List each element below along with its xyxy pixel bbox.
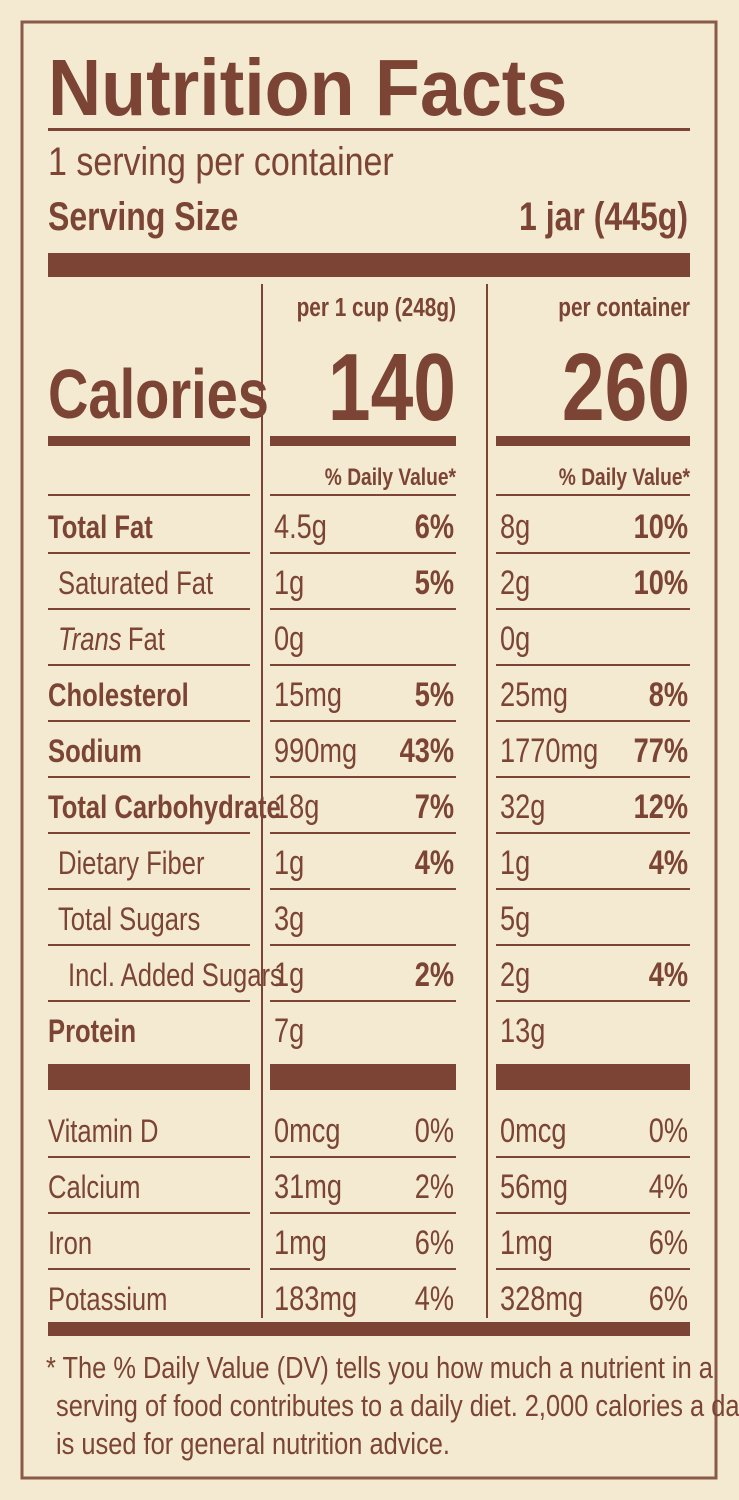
amount: 1g [274,843,304,882]
medium-rule [496,436,690,446]
medium-rule [48,436,250,446]
nutrient-name: Total Fat [48,510,153,545]
amount: 8g [500,507,530,546]
column-header: per container [558,293,690,322]
nutrient-name: Protein [48,1014,136,1049]
calories-value: 140 [328,334,456,441]
amount: 18g [274,787,319,826]
thick-rule [270,1064,456,1090]
footnote-line: * The % Daily Value (DV) tells you how m… [46,1351,713,1386]
nutrient-name: Sodium [48,734,142,769]
serving-size-label: Serving Size [48,194,238,239]
daily-value: 6% [649,1279,688,1318]
amount: 2g [500,955,530,994]
amount: 31mg [274,1167,342,1206]
daily-value: 5% [415,563,454,602]
daily-value: 6% [415,1223,454,1262]
dv-header: % Daily Value* [325,463,457,491]
amount: 0mcg [274,1111,340,1150]
daily-value: 43% [400,731,454,770]
amount: 0mcg [500,1111,566,1150]
amount: 56mg [500,1167,568,1206]
amount: 5g [500,899,530,938]
thick-rule [48,253,690,277]
amount: 3g [274,899,304,938]
amount: 0g [274,619,304,658]
daily-value: 4% [649,843,688,882]
amount: 0g [500,619,530,658]
title-rule [48,128,690,131]
amount: 4.5g [274,507,327,546]
amount: 7g [274,1011,304,1050]
daily-value: 2% [415,1167,454,1206]
daily-value: 0% [415,1111,454,1150]
daily-value: 7% [415,787,454,826]
label-border [20,20,718,1480]
amount: 15mg [274,675,342,714]
amount: 1mg [274,1223,327,1262]
nutrient-name: Potassium [48,1282,167,1317]
medium-rule [270,436,456,446]
title: Nutrition Facts [48,43,567,133]
bottom-rule [48,1322,690,1336]
daily-value: 6% [415,507,454,546]
amount: 328mg [500,1279,583,1318]
daily-value: 0% [649,1111,688,1150]
footnote-line: serving of food contributes to a daily d… [56,1389,739,1424]
calories-label: Calories [48,356,269,433]
amount: 1g [500,843,530,882]
nutrient-name: Iron [48,1226,92,1261]
daily-value: 77% [634,731,688,770]
nutrient-name: Total Carbohydrate [48,790,281,825]
serving-size-value: 1 jar (445g) [519,194,688,239]
daily-value: 4% [649,955,688,994]
dv-header: % Daily Value* [559,463,691,491]
amount: 990mg [274,731,357,770]
daily-value: 12% [634,787,688,826]
amount: 25mg [500,675,568,714]
amount: 183mg [274,1279,357,1318]
nutrient-name: Fat [128,622,165,657]
daily-value: 4% [415,843,454,882]
calories-value: 260 [562,334,690,441]
amount: 32g [500,787,545,826]
daily-value: 4% [649,1167,688,1206]
footnote-line: is used for general nutrition advice. [56,1427,450,1462]
nutrient-name: Saturated Fat [58,566,213,601]
daily-value: 5% [415,675,454,714]
amount: 1770mg [500,731,598,770]
daily-value: 10% [634,563,688,602]
nutrient-name: Dietary Fiber [58,846,205,881]
daily-value: 8% [649,675,688,714]
amount: 13g [500,1011,545,1050]
amount: 1mg [500,1223,553,1262]
nutrient-name: Total Sugars [58,902,200,937]
amount: 1g [274,955,304,994]
amount: 1g [274,563,304,602]
nutrient-name: Trans Fat [58,622,165,657]
servings: 1 serving per container [48,138,394,183]
nutrient-name: Calcium [48,1170,140,1205]
nutrient-name: Incl. Added Sugars [68,958,283,993]
nutrient-name-prefix: Trans [58,622,122,657]
amount: 2g [500,563,530,602]
daily-value: 10% [634,507,688,546]
daily-value: 2% [415,955,454,994]
nutrient-name: Cholesterol [48,678,189,713]
daily-value: 4% [415,1279,454,1318]
column-header: per 1 cup (248g) [297,293,456,322]
thick-rule [48,1064,250,1090]
nutrient-name: Vitamin D [48,1114,158,1149]
daily-value: 6% [649,1223,688,1262]
thick-rule [496,1064,690,1090]
